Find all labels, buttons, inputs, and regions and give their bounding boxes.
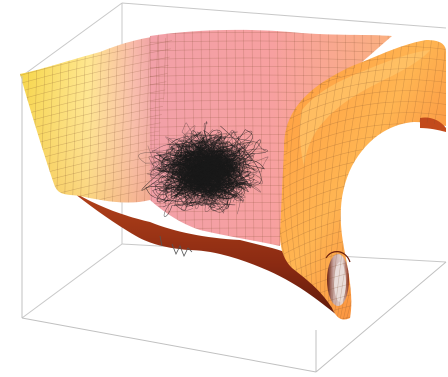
tangle-curve: [205, 159, 238, 195]
tangle-curve: [158, 152, 224, 170]
mesh-line: [280, 90, 446, 125]
mesh-line: [111, 36, 119, 203]
mesh-line: [20, 79, 172, 117]
tangle-curve: [174, 142, 235, 176]
mesh-line: [20, 47, 172, 85]
mesh-line: [183, 29, 187, 247]
mesh-line: [329, 40, 367, 320]
mesh-line: [23, 36, 31, 203]
surface-left-shade: [20, 36, 172, 203]
mesh-line: [20, 55, 172, 93]
mesh-line: [260, 29, 263, 247]
mesh-line: [234, 29, 238, 247]
mesh-line: [251, 29, 255, 247]
mesh-line: [119, 36, 127, 203]
mesh-line: [280, 310, 446, 320]
mesh-line: [268, 29, 272, 247]
tangle-curve: [155, 154, 221, 195]
mesh-line: [175, 29, 178, 247]
mesh-line: [20, 36, 23, 203]
mesh-line: [326, 40, 360, 320]
surface-right-fold: [420, 117, 446, 132]
tangle-curve: [180, 135, 229, 198]
mesh-line: [280, 101, 446, 136]
under-marks: [159, 235, 193, 257]
mesh-line: [20, 71, 172, 109]
tangle-curve: [196, 165, 243, 202]
mesh-line: [20, 39, 172, 77]
tangle-curve: [180, 158, 233, 182]
mesh-line: [280, 288, 446, 320]
tangle-curve: [170, 148, 228, 201]
mesh-line: [280, 79, 446, 114]
surface-right-highlight: [299, 50, 430, 166]
mesh-line: [280, 299, 446, 320]
mesh-line: [103, 36, 111, 203]
mesh-line: [150, 49, 392, 54]
mesh-line: [243, 29, 246, 247]
mesh-line: [135, 36, 143, 203]
mesh-line: [280, 112, 446, 147]
tangle-curve: [175, 144, 217, 176]
tangle-curve: [158, 154, 235, 193]
tangle-curve: [197, 163, 227, 185]
bounding-box-front: [21, 76, 447, 373]
mesh-line: [95, 36, 103, 203]
tangle-curve: [177, 152, 229, 210]
mesh-line: [143, 36, 151, 203]
tangle-curve: [171, 146, 251, 191]
surface-underside: [70, 190, 339, 316]
tangle-curve: [181, 141, 246, 184]
tangle-curve: [190, 145, 229, 184]
mesh-line: [71, 36, 79, 203]
tangle-curve: [179, 143, 243, 197]
tangle-curve: [165, 157, 215, 207]
tangle-curve: [194, 139, 255, 185]
tube-opening: [325, 251, 351, 306]
tangle-curve: [163, 159, 239, 207]
mesh-line: [63, 36, 71, 203]
tangle-curve: [159, 129, 211, 175]
mesh-line: [127, 36, 135, 203]
mesh-line: [150, 40, 392, 45]
tangle-curve: [165, 145, 245, 193]
mesh-line: [226, 29, 229, 247]
mesh-line: [277, 29, 280, 247]
mesh-line: [87, 36, 95, 203]
mesh-line: [320, 40, 345, 320]
tangle-curve: [175, 158, 227, 196]
mesh-line: [324, 40, 352, 320]
mesh-line: [79, 36, 87, 203]
mesh-line: [200, 29, 204, 247]
mesh-line: [20, 87, 172, 125]
mesh-line: [20, 63, 172, 101]
